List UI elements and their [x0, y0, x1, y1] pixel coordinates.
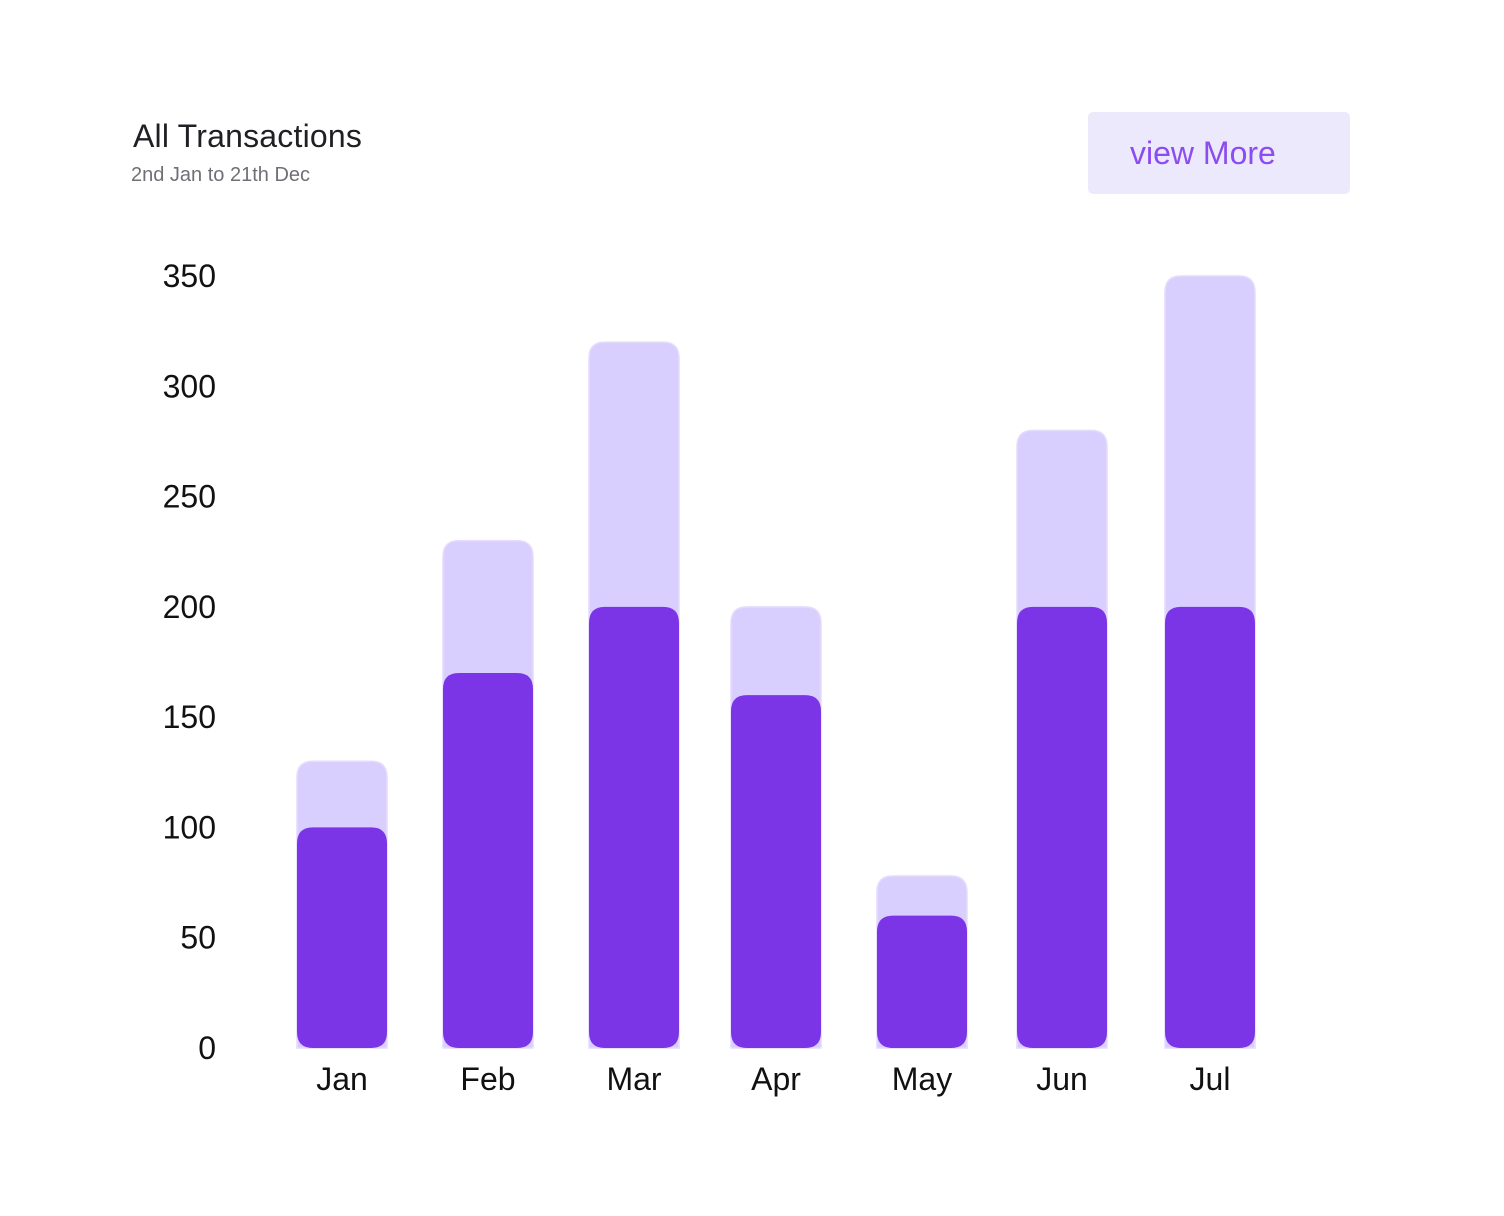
bar-value-jul — [1165, 606, 1255, 1048]
bar-value-feb — [443, 673, 533, 1048]
y-tick-label: 250 — [163, 479, 216, 515]
y-tick-label: 150 — [163, 699, 216, 735]
y-tick-label: 300 — [163, 368, 216, 404]
y-tick-label: 100 — [163, 809, 216, 845]
bar-value-jun — [1017, 606, 1107, 1048]
y-tick-label: 0 — [198, 1030, 216, 1066]
x-tick-label: Jul — [1190, 1061, 1231, 1097]
x-tick-label: Apr — [751, 1061, 801, 1097]
x-tick-label: Mar — [606, 1061, 661, 1097]
view-more-button[interactable]: view More — [1088, 112, 1350, 194]
date-range-subtitle: 2nd Jan to 21th Dec — [131, 164, 311, 186]
bar-value-apr — [731, 695, 821, 1048]
x-tick-label: Feb — [460, 1061, 515, 1097]
bar-value-mar — [589, 606, 679, 1048]
bar-value-may — [877, 915, 967, 1048]
x-tick-label: May — [892, 1061, 952, 1097]
y-tick-label: 50 — [180, 920, 216, 956]
x-tick-label: Jun — [1036, 1061, 1088, 1097]
y-tick-label: 350 — [163, 258, 216, 294]
chart-title: All Transactions — [133, 118, 363, 154]
bar-value-jan — [297, 827, 387, 1048]
x-tick-label: Jan — [316, 1061, 368, 1097]
y-tick-label: 200 — [163, 589, 216, 625]
